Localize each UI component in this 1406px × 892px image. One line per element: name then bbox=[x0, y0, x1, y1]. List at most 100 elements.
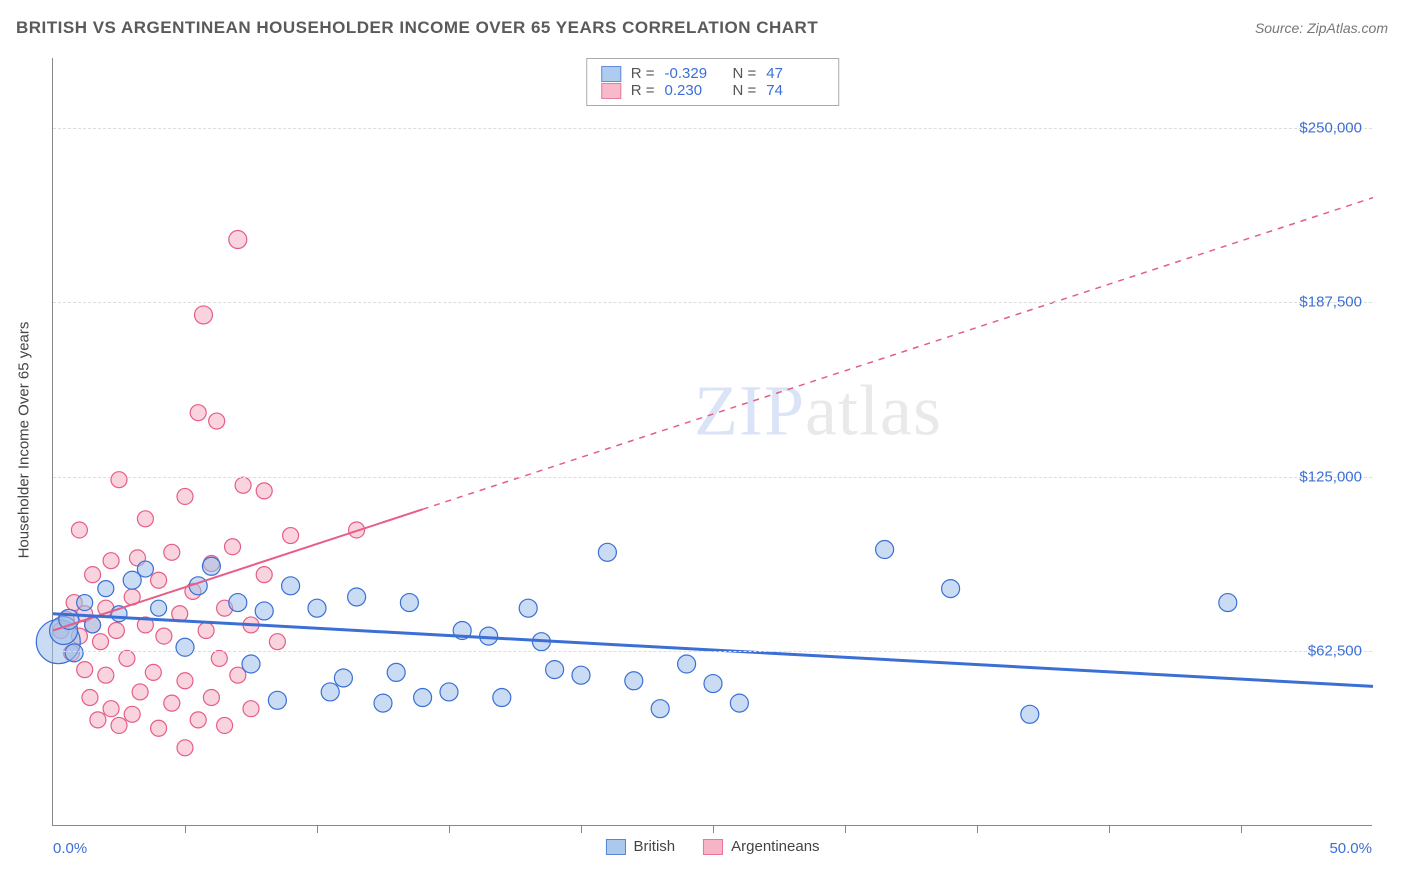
data-point-british bbox=[651, 700, 669, 718]
data-point-argentineans bbox=[194, 306, 212, 324]
data-point-british bbox=[876, 541, 894, 559]
data-point-british bbox=[942, 580, 960, 598]
data-point-british bbox=[440, 683, 458, 701]
data-point-british bbox=[202, 557, 220, 575]
chart-title: BRITISH VS ARGENTINEAN HOUSEHOLDER INCOM… bbox=[16, 18, 818, 38]
legend-item-british: British bbox=[605, 838, 675, 855]
trendline-argentineans-dashed bbox=[423, 198, 1373, 510]
data-point-argentineans bbox=[229, 231, 247, 249]
data-point-argentineans bbox=[198, 623, 214, 639]
y-tick-label: $187,500 bbox=[1299, 294, 1362, 311]
data-point-british bbox=[268, 691, 286, 709]
data-point-argentineans bbox=[209, 413, 225, 429]
data-point-british bbox=[321, 683, 339, 701]
plot-area: R =-0.329N =47R =0.230N =74 ZIPatlas Bri… bbox=[52, 58, 1372, 826]
data-point-argentineans bbox=[93, 634, 109, 650]
data-point-british bbox=[678, 655, 696, 673]
data-point-british bbox=[730, 694, 748, 712]
data-point-argentineans bbox=[98, 667, 114, 683]
x-tick bbox=[449, 825, 450, 833]
data-point-argentineans bbox=[225, 539, 241, 555]
data-point-british bbox=[151, 600, 167, 616]
data-point-british bbox=[137, 561, 153, 577]
legend-label-argentineans: Argentineans bbox=[731, 838, 819, 855]
x-tick bbox=[713, 825, 714, 833]
data-point-argentineans bbox=[256, 483, 272, 499]
chart-canvas bbox=[53, 58, 1372, 825]
data-point-argentineans bbox=[103, 701, 119, 717]
data-point-british bbox=[414, 689, 432, 707]
data-point-british bbox=[242, 655, 260, 673]
data-point-argentineans bbox=[156, 628, 172, 644]
legend-swatch-argentineans bbox=[703, 839, 723, 855]
x-tick bbox=[317, 825, 318, 833]
trendline-argentineans-solid bbox=[53, 509, 423, 630]
data-point-british bbox=[255, 602, 273, 620]
data-point-british bbox=[348, 588, 366, 606]
y-tick-label: $125,000 bbox=[1299, 468, 1362, 485]
data-point-argentineans bbox=[85, 567, 101, 583]
data-point-british bbox=[400, 594, 418, 612]
data-point-british bbox=[308, 599, 326, 617]
data-point-argentineans bbox=[164, 695, 180, 711]
x-tick bbox=[845, 825, 846, 833]
data-point-argentineans bbox=[90, 712, 106, 728]
data-point-british bbox=[387, 663, 405, 681]
legend-label-british: British bbox=[633, 838, 675, 855]
data-point-british bbox=[519, 599, 537, 617]
data-point-british bbox=[374, 694, 392, 712]
series-legend: British Argentineans bbox=[605, 838, 819, 855]
data-point-argentineans bbox=[177, 673, 193, 689]
data-point-argentineans bbox=[190, 405, 206, 421]
x-max-label: 50.0% bbox=[1329, 840, 1372, 857]
data-point-argentineans bbox=[124, 706, 140, 722]
data-point-argentineans bbox=[217, 717, 233, 733]
data-point-british bbox=[598, 543, 616, 561]
data-point-argentineans bbox=[243, 701, 259, 717]
data-point-british bbox=[176, 638, 194, 656]
data-point-argentineans bbox=[269, 634, 285, 650]
data-point-argentineans bbox=[256, 567, 272, 583]
data-point-british bbox=[229, 594, 247, 612]
data-point-argentineans bbox=[108, 623, 124, 639]
data-point-british bbox=[625, 672, 643, 690]
data-point-british bbox=[65, 644, 83, 662]
source-name: ZipAtlas.com bbox=[1307, 20, 1388, 36]
data-point-british bbox=[1021, 705, 1039, 723]
gridline bbox=[53, 302, 1372, 303]
data-point-argentineans bbox=[211, 650, 227, 666]
x-tick bbox=[1241, 825, 1242, 833]
x-min-label: 0.0% bbox=[53, 840, 87, 857]
data-point-argentineans bbox=[77, 662, 93, 678]
data-point-british bbox=[572, 666, 590, 684]
x-tick bbox=[977, 825, 978, 833]
data-point-british bbox=[334, 669, 352, 687]
x-tick bbox=[581, 825, 582, 833]
data-point-argentineans bbox=[190, 712, 206, 728]
data-point-argentineans bbox=[119, 650, 135, 666]
data-point-argentineans bbox=[137, 511, 153, 527]
data-point-argentineans bbox=[235, 477, 251, 493]
data-point-british bbox=[1219, 594, 1237, 612]
legend-item-argentineans: Argentineans bbox=[703, 838, 819, 855]
source-prefix: Source: bbox=[1255, 20, 1307, 36]
data-point-argentineans bbox=[111, 472, 127, 488]
data-point-argentineans bbox=[132, 684, 148, 700]
x-tick bbox=[1109, 825, 1110, 833]
y-axis-title: Householder Income Over 65 years bbox=[16, 322, 33, 559]
gridline bbox=[53, 651, 1372, 652]
data-point-british bbox=[98, 581, 114, 597]
data-point-argentineans bbox=[283, 528, 299, 544]
data-point-british bbox=[704, 675, 722, 693]
data-point-argentineans bbox=[151, 572, 167, 588]
source-attribution: Source: ZipAtlas.com bbox=[1255, 20, 1388, 36]
legend-swatch-british bbox=[605, 839, 625, 855]
data-point-argentineans bbox=[177, 740, 193, 756]
data-point-argentineans bbox=[71, 522, 87, 538]
data-point-argentineans bbox=[177, 488, 193, 504]
data-point-british bbox=[493, 689, 511, 707]
data-point-argentineans bbox=[111, 717, 127, 733]
data-point-argentineans bbox=[203, 690, 219, 706]
gridline bbox=[53, 477, 1372, 478]
data-point-argentineans bbox=[164, 544, 180, 560]
